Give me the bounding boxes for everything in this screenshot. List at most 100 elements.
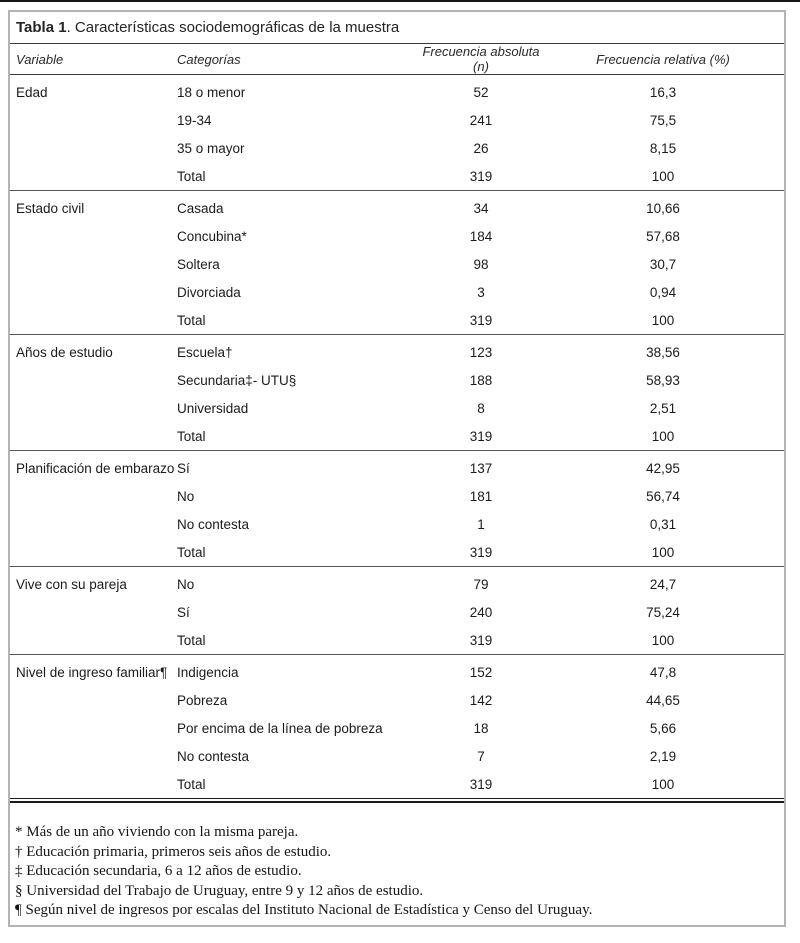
cell-variable: Estado civil bbox=[16, 200, 85, 216]
cell-frecuencia-absoluta: 319 bbox=[469, 312, 493, 328]
cell-category: Total bbox=[177, 544, 206, 560]
cell-frecuencia-absoluta: 152 bbox=[469, 664, 493, 680]
cell-frecuencia-relativa: 42,95 bbox=[646, 460, 680, 476]
cell-frecuencia-absoluta: 123 bbox=[469, 344, 493, 360]
table-row: Universidad 8 2,51 bbox=[10, 394, 784, 422]
cell-frecuencia-relativa: 5,66 bbox=[649, 720, 677, 736]
cell-frecuencia-relativa: 56,74 bbox=[646, 488, 680, 504]
cell-frecuencia-relativa: 2,19 bbox=[649, 748, 677, 764]
cell-frecuencia-absoluta: 8 bbox=[477, 400, 485, 416]
cell-frecuencia-relativa: 100 bbox=[651, 544, 675, 560]
cell-category: Por encima de la línea de pobreza bbox=[177, 720, 383, 736]
table-row: Sí 240 75,24 bbox=[10, 598, 784, 626]
cell-frecuencia-absoluta: 3 bbox=[477, 284, 485, 300]
table-row: Total 319 100 bbox=[10, 306, 784, 334]
cell-frecuencia-absoluta: 188 bbox=[469, 372, 493, 388]
cell-variable: Nivel de ingreso familiar¶ bbox=[16, 664, 168, 680]
cell-frecuencia-relativa: 16,3 bbox=[649, 84, 677, 100]
bottom-double-rule bbox=[10, 798, 784, 803]
table-row: No 181 56,74 bbox=[10, 482, 784, 510]
cell-variable: Vive con su pareja bbox=[16, 576, 127, 592]
table-row: Concubina* 184 57,68 bbox=[10, 222, 784, 250]
cell-category: Secundaria‡- UTU§ bbox=[177, 372, 297, 388]
cell-category: Indigencia bbox=[177, 664, 239, 680]
col-header-variable: Variable bbox=[16, 51, 64, 67]
table-row: Secundaria‡- UTU§ 188 58,93 bbox=[10, 366, 784, 394]
table-section: Estado civil Casada 34 10,66 Concubina* 184 57… bbox=[10, 191, 784, 335]
cell-frecuencia-absoluta: 137 bbox=[469, 460, 493, 476]
cell-frecuencia-relativa: 57,68 bbox=[646, 228, 680, 244]
cell-frecuencia-absoluta: 98 bbox=[473, 256, 489, 272]
cell-frecuencia-absoluta: 34 bbox=[473, 200, 489, 216]
table-section: Años de estudio Escuela† 123 38,56 Secundari… bbox=[10, 335, 784, 451]
cell-frecuencia-relativa: 38,56 bbox=[646, 344, 680, 360]
cell-frecuencia-absoluta: 181 bbox=[469, 488, 493, 504]
cell-frecuencia-relativa: 30,7 bbox=[649, 256, 677, 272]
cell-frecuencia-absoluta: 18 bbox=[473, 720, 489, 736]
table-title-text: . Características sociodemográficas de l… bbox=[66, 19, 400, 36]
cell-frecuencia-relativa: 24,7 bbox=[649, 576, 677, 592]
table-row: Por encima de la línea de pobreza 18 5,66 bbox=[10, 714, 784, 742]
table-row: Nivel de ingreso familiar¶ Indigencia 152 4… bbox=[10, 658, 784, 686]
footnote-line: † Educación primaria, primeros seis años… bbox=[15, 843, 332, 860]
cell-frecuencia-relativa: 47,8 bbox=[649, 664, 677, 680]
table-row: Años de estudio Escuela† 123 38,56 bbox=[10, 338, 784, 366]
cell-variable: Años de estudio bbox=[16, 344, 113, 360]
cell-category: Concubina* bbox=[177, 228, 247, 244]
cell-frecuencia-absoluta: 7 bbox=[477, 748, 485, 764]
table-row: 35 o mayor 26 8,15 bbox=[10, 134, 784, 162]
cell-frecuencia-relativa: 2,51 bbox=[649, 400, 677, 416]
cell-frecuencia-absoluta: 241 bbox=[469, 112, 493, 128]
cell-category: No bbox=[177, 488, 195, 504]
table-row: 19-34 241 75,5 bbox=[10, 106, 784, 134]
table-row: Estado civil Casada 34 10,66 bbox=[10, 194, 784, 222]
cell-variable: Planificación de embarazo bbox=[16, 460, 175, 476]
table-row: Total 319 100 bbox=[10, 626, 784, 654]
table-title-number: Tabla 1 bbox=[16, 19, 67, 36]
page-top-rule bbox=[0, 0, 800, 2]
cell-frecuencia-relativa: 100 bbox=[651, 632, 675, 648]
cell-category: Total bbox=[177, 632, 206, 648]
cell-frecuencia-absoluta: 319 bbox=[469, 632, 493, 648]
cell-category: Pobreza bbox=[177, 692, 228, 708]
cell-category: Total bbox=[177, 428, 206, 444]
cell-category: No contesta bbox=[177, 516, 250, 532]
col-header-frecuencia-absoluta: Frecuencia absoluta (n) bbox=[422, 44, 540, 74]
cell-category: Casada bbox=[177, 200, 224, 216]
table-row: No contesta 1 0,31 bbox=[10, 510, 784, 538]
table-section: Nivel de ingreso familiar¶ Indigencia 152 4… bbox=[10, 655, 784, 798]
cell-category: Escuela† bbox=[177, 344, 233, 360]
footnote-line: * Más de un año viviendo con la misma pa… bbox=[15, 824, 299, 840]
cell-frecuencia-absoluta: 184 bbox=[469, 228, 493, 244]
cell-frecuencia-absoluta: 240 bbox=[469, 604, 493, 620]
cell-frecuencia-absoluta: 26 bbox=[473, 140, 489, 156]
footnote-line: ‡ Educación secundaria, 6 a 12 años de e… bbox=[15, 863, 302, 879]
cell-category: No contesta bbox=[177, 748, 250, 764]
cell-frecuencia-absoluta: 319 bbox=[469, 544, 493, 560]
table-section: Edad 18 o menor 52 16,3 19-34 241 75,5 35 o may… bbox=[10, 75, 784, 191]
table-row: Vive con su pareja No 79 24,7 bbox=[10, 570, 784, 598]
col-header-frecuencia-relativa: Frecuencia relativa (%) bbox=[596, 51, 730, 67]
cell-category: Total bbox=[177, 168, 206, 184]
table-title: Tabla 1. Características sociodemográfic… bbox=[10, 12, 784, 44]
table-row: Edad 18 o menor 52 16,3 bbox=[10, 78, 784, 106]
table-section: Vive con su pareja No 79 24,7 Sí 240 75,24 Tota… bbox=[10, 567, 784, 655]
table-body: Edad 18 o menor 52 16,3 19-34 241 75,5 35 o may… bbox=[10, 75, 784, 798]
cell-category: 19-34 bbox=[177, 112, 212, 128]
cell-frecuencia-relativa: 75,24 bbox=[646, 604, 680, 620]
column-header-row: Variable Categorías Frecuencia absoluta … bbox=[10, 44, 784, 75]
cell-category: Total bbox=[177, 312, 206, 328]
cell-category: No bbox=[177, 576, 195, 592]
table-row: No contesta 7 2,19 bbox=[10, 742, 784, 770]
cell-frecuencia-relativa: 100 bbox=[651, 428, 675, 444]
footnote-line: § Universidad del Trabajo de Uruguay, en… bbox=[15, 882, 424, 899]
footnotes: * Más de un año viviendo con la misma pa… bbox=[10, 803, 784, 921]
cell-frecuencia-relativa: 8,15 bbox=[649, 140, 677, 156]
cell-frecuencia-absoluta: 319 bbox=[469, 776, 493, 792]
cell-frecuencia-relativa: 58,93 bbox=[646, 372, 680, 388]
cell-category: Universidad bbox=[177, 400, 249, 416]
table-row: Soltera 98 30,7 bbox=[10, 250, 784, 278]
table-row: Total 319 100 bbox=[10, 770, 784, 798]
table-row: Pobreza 142 44,65 bbox=[10, 686, 784, 714]
cell-frecuencia-relativa: 0,94 bbox=[649, 284, 677, 300]
